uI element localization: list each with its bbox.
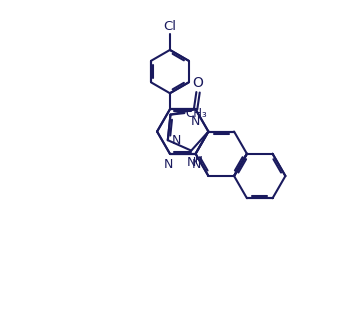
Text: N: N [164,158,173,171]
Text: Cl: Cl [163,20,176,33]
Text: H: H [195,156,203,166]
Text: N: N [190,115,200,128]
Text: N: N [186,156,196,169]
Text: O: O [193,76,203,90]
Text: CH₃: CH₃ [185,107,207,119]
Text: N: N [172,134,182,147]
Text: N: N [192,158,201,171]
